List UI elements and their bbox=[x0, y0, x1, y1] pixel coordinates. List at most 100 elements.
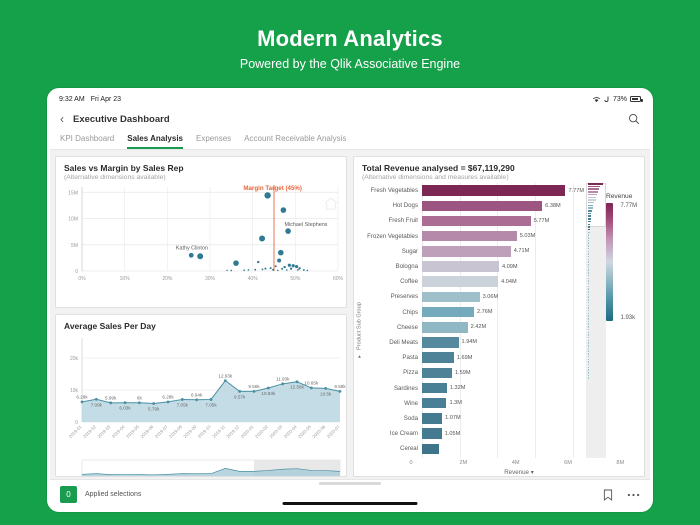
table-row[interactable]: Ice Cream 1.05M bbox=[365, 426, 584, 441]
minimap-bar bbox=[588, 266, 589, 269]
bar-category-label[interactable]: Ice Cream bbox=[389, 430, 418, 438]
area-plot-area[interactable]: 0 10k 20k 6.28k 2019-01 7.09k 2019-02 5.99k 2019… bbox=[56, 332, 346, 476]
bar-category-label[interactable]: Cereal bbox=[400, 445, 418, 453]
bar[interactable] bbox=[422, 322, 468, 333]
bar-category-label[interactable]: Bologna bbox=[395, 263, 418, 271]
scatter-plot-area[interactable]: Margin Target (45%) 0 5M 10M 15M 0% 10% 20% 30%… bbox=[56, 183, 346, 307]
tab-account-receivable-analysis[interactable]: Account Receivable Analysis bbox=[244, 134, 347, 143]
svg-text:10.65k: 10.65k bbox=[304, 381, 318, 386]
svg-text:9.56k: 9.56k bbox=[334, 384, 346, 389]
minimap-bar bbox=[588, 342, 589, 344]
table-row[interactable]: Sugar 4.71M bbox=[365, 244, 584, 259]
table-row[interactable]: Cereal bbox=[365, 441, 584, 456]
bar-category-label[interactable]: Deli Meats bbox=[389, 338, 418, 346]
bar-track: 5.77M bbox=[422, 213, 584, 228]
minimap-bar bbox=[588, 301, 589, 304]
bar-value-label: 2.42M bbox=[470, 324, 487, 331]
area-chart-card[interactable]: Average Sales Per Day 0 10k 20k 6.28k 2019-0… bbox=[55, 314, 347, 477]
bar-category-label[interactable]: Pizza bbox=[403, 369, 418, 377]
bar[interactable] bbox=[422, 246, 511, 257]
minimap-bar bbox=[588, 374, 589, 377]
status-badge[interactable]: 0 bbox=[60, 486, 77, 503]
bar-category-label[interactable]: Fresh Vegetables bbox=[370, 187, 418, 195]
bar-category-label[interactable]: Sugar bbox=[401, 247, 418, 255]
bar-chart-card[interactable]: Total Revenue analysed = $67,119,290 (Al… bbox=[353, 156, 645, 477]
back-chevron-icon[interactable]: ‹ bbox=[60, 112, 64, 126]
bar-track: 5.03M bbox=[422, 229, 584, 244]
home-icon[interactable] bbox=[324, 197, 338, 210]
bar[interactable] bbox=[422, 276, 499, 287]
bar-x-axis-title[interactable]: Revenue ▾ bbox=[354, 468, 644, 476]
svg-text:2019-09: 2019-09 bbox=[182, 424, 197, 439]
scatter-chart-card[interactable]: Sales vs Margin by Sales Rep (Alternativ… bbox=[55, 156, 347, 308]
sheet-tab-bar[interactable]: KPI Dashboard Sales Analysis Expenses Ac… bbox=[50, 131, 650, 150]
bar-category-label[interactable]: Frozen Vegetables bbox=[367, 232, 418, 240]
bar[interactable] bbox=[422, 306, 474, 318]
bar[interactable] bbox=[422, 352, 454, 363]
bar[interactable] bbox=[422, 397, 447, 409]
bar-category-label[interactable]: Pasta bbox=[402, 354, 418, 362]
bookmark-icon[interactable] bbox=[603, 489, 613, 501]
table-row[interactable]: Coffee 4.04M bbox=[365, 274, 584, 289]
bar[interactable] bbox=[422, 185, 566, 196]
svg-text:6.94k: 6.94k bbox=[191, 393, 203, 398]
more-options-icon[interactable] bbox=[627, 493, 640, 497]
drag-grabber[interactable] bbox=[319, 482, 381, 485]
table-row[interactable]: Pasta 1.69M bbox=[365, 350, 584, 365]
bar-category-label[interactable]: Fresh Fruit bbox=[388, 217, 418, 225]
bar[interactable] bbox=[422, 367, 452, 379]
bar[interactable] bbox=[422, 443, 439, 455]
svg-text:10.63k: 10.63k bbox=[261, 391, 275, 396]
chevron-down-icon[interactable]: ▾ bbox=[356, 352, 363, 359]
table-row[interactable]: Preserves 3.06M bbox=[365, 289, 584, 304]
table-row[interactable]: Fresh Fruit 5.77M bbox=[365, 213, 584, 228]
bar-plot-area[interactable]: ▾ Product Sub Group Fresh Vegetables 7.77… bbox=[354, 183, 644, 458]
bar[interactable] bbox=[422, 337, 459, 348]
bar[interactable] bbox=[422, 230, 517, 242]
minimap-bar bbox=[588, 185, 601, 188]
table-row[interactable]: Wine 1.3M bbox=[365, 396, 584, 411]
tab-expenses[interactable]: Expenses bbox=[196, 134, 232, 143]
bar-value-label: 1.59M bbox=[454, 369, 471, 376]
table-row[interactable]: Frozen Vegetables 5.03M bbox=[365, 229, 584, 244]
minimap-bar bbox=[588, 215, 592, 217]
bar-category-label[interactable]: Sardines bbox=[393, 384, 418, 392]
table-row[interactable]: Cheese 2.42M bbox=[365, 320, 584, 335]
table-row[interactable]: Deli Meats 1.94M bbox=[365, 335, 584, 350]
bar[interactable] bbox=[422, 413, 443, 424]
bar[interactable] bbox=[422, 382, 447, 394]
applied-selections-label: Applied selections bbox=[85, 491, 142, 498]
bar-x-tick: 8M bbox=[616, 460, 625, 466]
bar-rows-container[interactable]: Fresh Vegetables 7.77M Hot Dogs 6.38M Fresh … bbox=[365, 183, 584, 458]
area-minimap-scrollbar[interactable] bbox=[56, 458, 346, 477]
bar[interactable] bbox=[422, 428, 442, 439]
tab-kpi-dashboard[interactable]: KPI Dashboard bbox=[60, 134, 115, 143]
table-row[interactable]: Soda 1.07M bbox=[365, 411, 584, 426]
bar[interactable] bbox=[422, 215, 531, 227]
bar-category-label[interactable]: Preserves bbox=[390, 293, 418, 301]
bar-track: 3.06M bbox=[422, 289, 584, 304]
table-row[interactable]: Hot Dogs 6.38M bbox=[365, 198, 584, 213]
chevron-down-icon[interactable]: ▾ bbox=[530, 469, 534, 476]
bar-category-label[interactable]: Wine bbox=[404, 399, 418, 407]
bar[interactable] bbox=[422, 200, 543, 212]
bar-y-axis-title[interactable]: ▾ Product Sub Group bbox=[354, 183, 365, 458]
table-row[interactable]: Fresh Vegetables 7.77M bbox=[365, 183, 584, 198]
table-row[interactable]: Chips 2.76M bbox=[365, 305, 584, 320]
bar-category-label[interactable]: Hot Dogs bbox=[392, 202, 418, 210]
bar-track: 1.69M bbox=[422, 350, 584, 365]
bar-category-label[interactable]: Soda bbox=[403, 414, 418, 422]
bar[interactable] bbox=[422, 291, 480, 303]
table-row[interactable]: Sardines 1.32M bbox=[365, 380, 584, 395]
bar-minimap-scrollbar[interactable] bbox=[586, 183, 606, 458]
table-row[interactable]: Pizza 1.59M bbox=[365, 365, 584, 380]
svg-text:2019-12: 2019-12 bbox=[225, 424, 240, 439]
bar-category-label[interactable]: Chips bbox=[402, 308, 418, 316]
bar-category-label[interactable]: Coffee bbox=[400, 278, 418, 286]
bar-category-label[interactable]: Cheese bbox=[396, 323, 418, 331]
bar[interactable] bbox=[422, 261, 500, 272]
table-row[interactable]: Bologna 4.09M bbox=[365, 259, 584, 274]
svg-text:2020-05: 2020-05 bbox=[297, 424, 312, 439]
tab-sales-analysis[interactable]: Sales Analysis bbox=[127, 134, 184, 149]
search-icon[interactable] bbox=[628, 113, 640, 125]
